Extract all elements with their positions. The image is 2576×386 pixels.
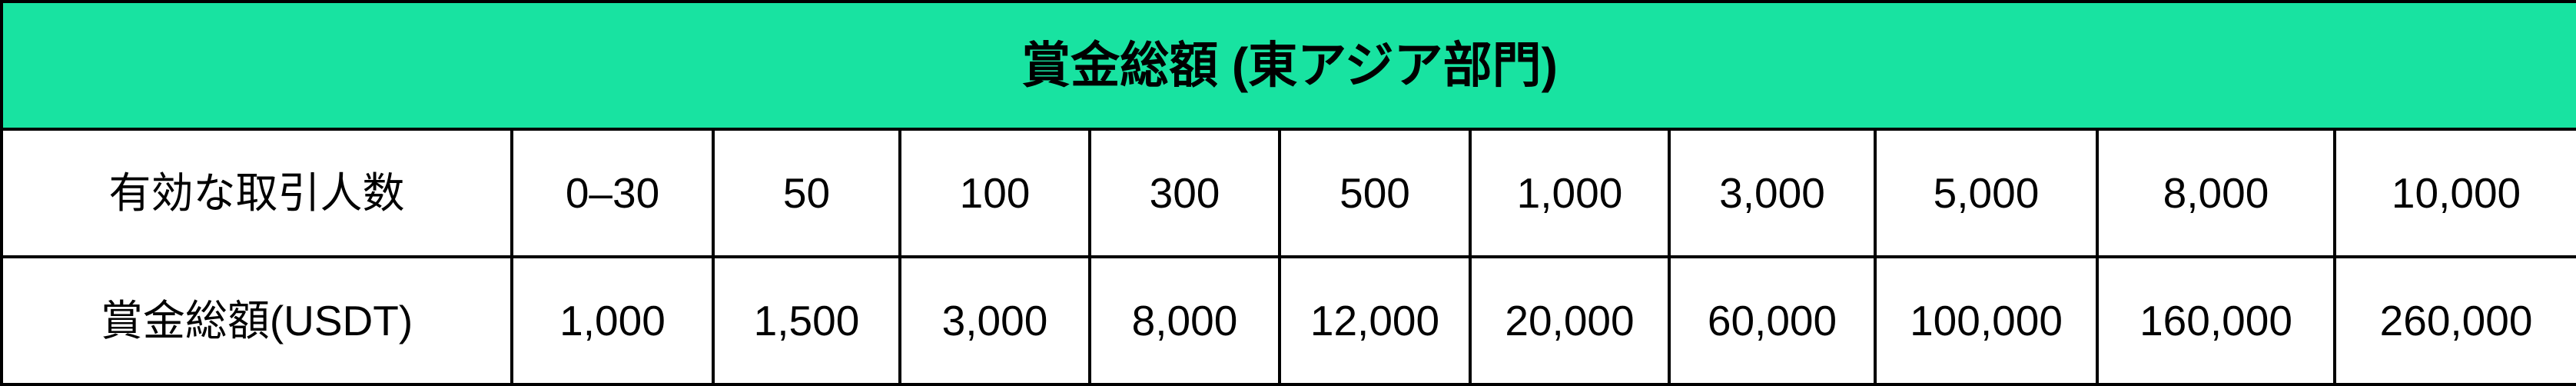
prize-amount-cell: 100,000 [1874, 255, 2099, 386]
prize-amount-cell: 3,000 [898, 255, 1091, 386]
traders-count-cell: 8,000 [2096, 128, 2336, 258]
traders-count-cell: 5,000 [1874, 128, 2099, 258]
traders-count-cell: 0–30 [510, 128, 715, 258]
traders-count-cell: 500 [1278, 128, 1472, 258]
prize-amount-cell: 160,000 [2096, 255, 2336, 386]
prize-amount-cell: 8,000 [1088, 255, 1281, 386]
table-row-prize-pool: 賞金総額(USDT) 1,000 1,500 3,000 8,000 12,00… [0, 255, 2576, 386]
table-row-valid-traders: 有効な取引人数 0–30 50 100 300 500 1,000 3,000 … [0, 128, 2576, 258]
table-title: 賞金総額 (東アジア部門) [0, 0, 2576, 131]
traders-count-cell: 1,000 [1469, 128, 1671, 258]
traders-count-cell: 100 [898, 128, 1091, 258]
prize-amount-cell: 60,000 [1668, 255, 1877, 386]
traders-count-cell: 300 [1088, 128, 1281, 258]
traders-count-cell: 10,000 [2332, 128, 2576, 258]
traders-count-cell: 50 [712, 128, 901, 258]
row-label-prize-pool: 賞金総額(USDT) [0, 255, 513, 386]
table-title-row: 賞金総額 (東アジア部門) [0, 0, 2576, 131]
traders-count-cell: 3,000 [1668, 128, 1877, 258]
prize-amount-cell: 1,000 [510, 255, 715, 386]
prize-amount-cell: 1,500 [712, 255, 901, 386]
prize-amount-cell: 260,000 [2332, 255, 2576, 386]
prize-amount-cell: 12,000 [1278, 255, 1472, 386]
prize-amount-cell: 20,000 [1469, 255, 1671, 386]
row-label-valid-traders: 有効な取引人数 [0, 128, 513, 258]
